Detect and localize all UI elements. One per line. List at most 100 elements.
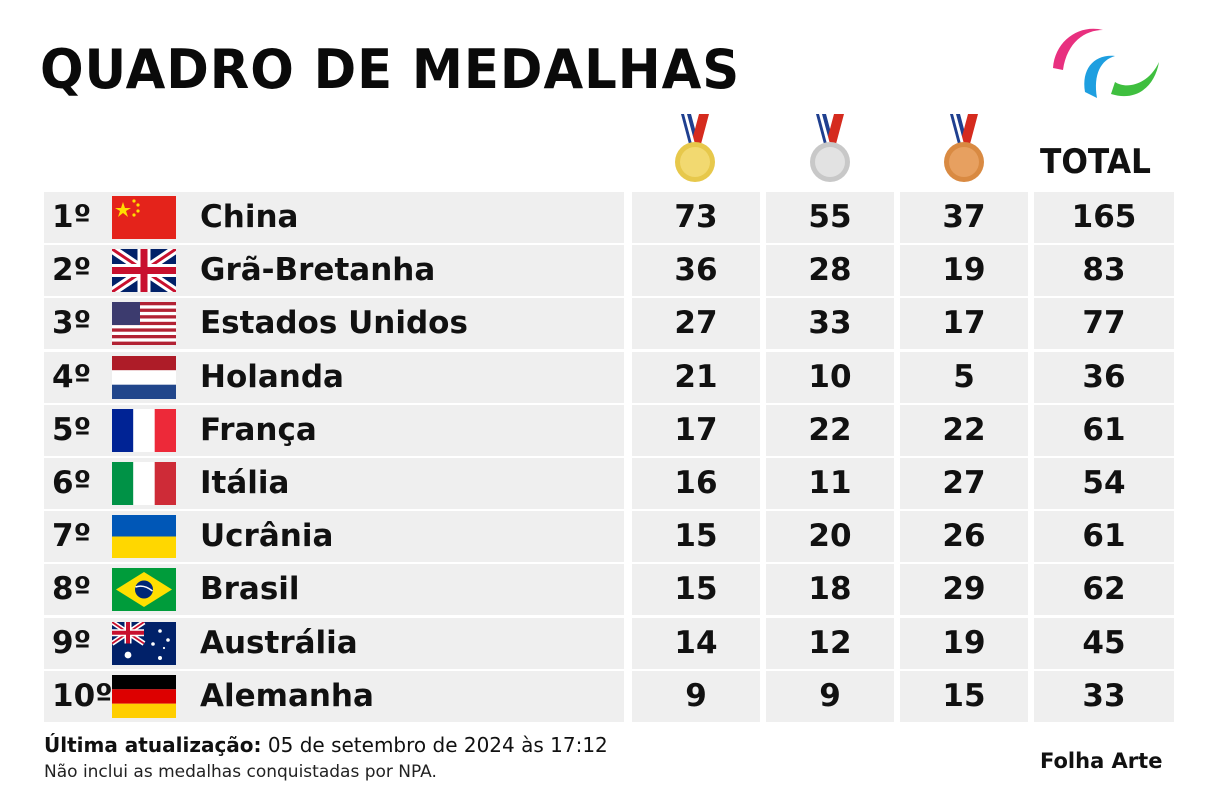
table-row: 1º China 73 55 37 165 [44, 192, 1174, 245]
row-band [1034, 511, 1174, 563]
bronze-count: 19 [942, 252, 986, 289]
total-column-header: TOTAL [1040, 142, 1151, 182]
gold-count: 9 [685, 677, 707, 714]
row-band [1034, 670, 1174, 722]
table-row: 2º Grã-Bretanha 36 28 19 83 [44, 245, 1174, 298]
row-band [900, 245, 1028, 297]
brazil-flag-icon [112, 568, 176, 612]
bronze-count: 22 [942, 411, 986, 448]
rank-label: 9º [52, 624, 92, 661]
italy-flag-icon [112, 462, 176, 505]
silver-count: 33 [808, 305, 852, 342]
last-update: Última atualização: 05 de setembro de 20… [44, 732, 608, 758]
table-row: 4º Holanda 21 10 5 36 [44, 351, 1174, 405]
usa-flag-icon [112, 302, 176, 346]
bronze-count: 19 [942, 624, 986, 661]
row-band [766, 245, 894, 297]
row-band [900, 564, 1028, 616]
table-row: 10º Alemanha 9 9 15 33 [44, 670, 1174, 724]
gold-medal-icon [675, 114, 715, 182]
last-update-label: Última atualização: [44, 733, 262, 757]
rank-label: 2º [52, 252, 92, 289]
rank-label: 6º [52, 465, 92, 501]
table-row: 6º Itália 16 11 27 54 [44, 458, 1174, 511]
row-band [766, 617, 894, 669]
silver-count: 18 [808, 571, 852, 608]
row-band [766, 404, 894, 456]
bronze-count: 15 [942, 677, 986, 714]
bronze-count: 26 [942, 518, 986, 555]
gold-count: 15 [674, 571, 718, 608]
gold-count: 14 [674, 624, 718, 661]
gold-count: 36 [674, 252, 718, 289]
country-name: Brasil [200, 571, 300, 608]
silver-count: 11 [808, 465, 852, 501]
row-band [1034, 298, 1174, 350]
gold-count: 17 [674, 411, 718, 448]
silver-count: 28 [808, 252, 852, 289]
country-name: Austrália [200, 624, 358, 661]
table-row: 7º Ucrânia 15 20 26 61 [44, 511, 1174, 564]
page-title: QUADRO DE MEDALHAS [40, 38, 741, 101]
silver-count: 10 [808, 358, 852, 395]
row-band [1034, 458, 1174, 509]
row-band [632, 351, 760, 403]
row-band [766, 192, 894, 243]
row-band [632, 511, 760, 563]
total-count: 62 [1082, 571, 1126, 608]
country-name: Holanda [200, 358, 344, 395]
country-name: Alemanha [200, 677, 374, 714]
row-band [1034, 351, 1174, 403]
row-band [766, 511, 894, 563]
row-band [900, 617, 1028, 669]
row-band [900, 404, 1028, 456]
row-band [632, 404, 760, 456]
rank-label: 8º [52, 571, 92, 608]
bronze-count: 5 [953, 358, 975, 395]
row-band [900, 298, 1028, 350]
france-flag-icon [112, 408, 176, 452]
total-count: 33 [1082, 677, 1126, 714]
country-name: Grã-Bretanha [200, 252, 436, 289]
rank-label: 4º [52, 358, 92, 395]
silver-medal-icon [810, 114, 850, 182]
total-count: 83 [1082, 252, 1126, 289]
row-band [900, 351, 1028, 403]
bronze-count: 17 [942, 305, 986, 342]
row-band [1034, 617, 1174, 669]
country-name: Itália [200, 465, 290, 501]
table-row: 8º Brasil 15 18 29 62 [44, 564, 1174, 617]
row-band [632, 617, 760, 669]
silver-count: 20 [808, 518, 852, 555]
row-band [900, 511, 1028, 563]
total-count: 61 [1082, 518, 1126, 555]
bronze-medal-icon [944, 114, 984, 182]
row-band [1034, 404, 1174, 456]
total-count: 77 [1082, 305, 1126, 342]
row-band [766, 670, 894, 722]
australia-flag-icon [112, 621, 176, 665]
gold-count: 16 [674, 465, 718, 501]
row-band [1034, 192, 1174, 243]
netherlands-flag-icon [112, 355, 176, 399]
rank-label: 7º [52, 518, 92, 555]
row-band [632, 458, 760, 509]
total-count: 61 [1082, 411, 1126, 448]
rank-label: 10º [52, 677, 113, 714]
credit: Folha Arte [1040, 749, 1163, 773]
bronze-count: 37 [942, 199, 986, 235]
country-name: Ucrânia [200, 518, 334, 555]
row-band [900, 458, 1028, 509]
silver-count: 22 [808, 411, 852, 448]
rank-label: 3º [52, 305, 92, 342]
silver-count: 12 [808, 624, 852, 661]
table-row: 9º Austrália 14 12 19 45 [44, 617, 1174, 671]
row-band [900, 192, 1028, 243]
row-band [1034, 245, 1174, 297]
row-band [632, 670, 760, 722]
row-band [766, 351, 894, 403]
total-count: 36 [1082, 358, 1126, 395]
footnote: Não inclui as medalhas conquistadas por … [44, 762, 437, 782]
row-band [632, 564, 760, 616]
row-band [766, 298, 894, 350]
